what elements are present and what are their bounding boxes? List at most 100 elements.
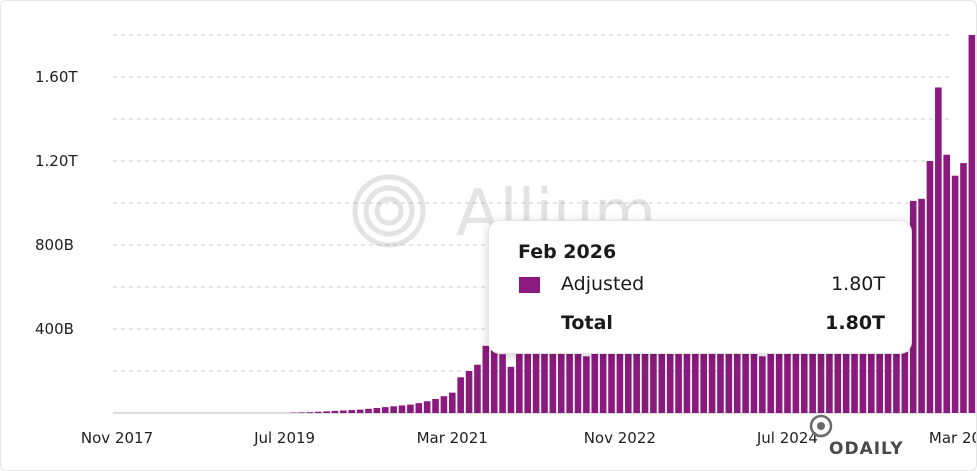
bar[interactable] (784, 352, 791, 413)
bar[interactable] (465, 371, 473, 413)
bar[interactable] (599, 352, 607, 413)
bar[interactable] (541, 352, 548, 413)
bar[interactable] (407, 404, 414, 413)
tooltip-title: Feb 2026 (518, 241, 617, 263)
bar[interactable] (633, 352, 640, 413)
bar[interactable] (842, 352, 850, 413)
bar[interactable] (390, 406, 397, 413)
bar[interactable] (516, 352, 523, 413)
bar[interactable] (331, 410, 339, 413)
bar[interactable] (725, 352, 733, 413)
bar[interactable] (834, 352, 842, 413)
bar[interactable] (926, 161, 934, 413)
y-axis-ticks: 400B 800B 1.20T 1.60T (35, 68, 78, 338)
bar[interactable] (775, 352, 783, 413)
bar[interactable] (851, 352, 858, 413)
bar[interactable] (884, 352, 892, 413)
bar[interactable] (708, 352, 716, 413)
bar[interactable] (800, 352, 808, 413)
bar[interactable] (951, 175, 959, 413)
tooltip-series-label: Adjusted (561, 273, 645, 295)
y-tick-label: 400B (35, 320, 74, 338)
bar[interactable] (809, 352, 816, 413)
bar[interactable] (876, 352, 883, 413)
bar[interactable] (532, 352, 540, 413)
bar-series-adjusted[interactable] (289, 35, 976, 414)
x-tick-label: Jul 2019 (253, 429, 315, 447)
y-tick-label: 800B (35, 236, 74, 254)
bar[interactable] (868, 352, 875, 413)
bar[interactable] (583, 356, 590, 413)
bar[interactable] (365, 408, 372, 413)
tooltip-total-value: 1.80T (825, 312, 885, 334)
bar[interactable] (566, 352, 573, 413)
bar[interactable] (666, 352, 674, 413)
bar[interactable] (641, 352, 649, 413)
bar[interactable] (893, 352, 900, 413)
bar[interactable] (918, 198, 925, 413)
x-tick-label: Mar 20 (929, 429, 976, 447)
bar[interactable] (398, 405, 406, 413)
bar[interactable] (742, 352, 749, 413)
bar[interactable] (449, 392, 456, 413)
bar[interactable] (901, 352, 909, 413)
bar[interactable] (474, 364, 481, 413)
bar[interactable] (658, 352, 666, 413)
bar[interactable] (457, 377, 464, 413)
bar[interactable] (692, 352, 699, 413)
bar[interactable] (591, 352, 599, 413)
bar[interactable] (482, 345, 490, 413)
bar[interactable] (700, 352, 707, 413)
x-tick-label: Nov 2017 (81, 429, 153, 447)
odaily-logo-icon (809, 414, 833, 438)
bar[interactable] (415, 403, 423, 413)
bar[interactable] (432, 398, 439, 413)
tooltip-total-label: Total (561, 312, 613, 334)
bar[interactable] (909, 200, 917, 413)
bar[interactable] (306, 412, 314, 413)
x-tick-label: Nov 2022 (584, 429, 656, 447)
bar[interactable] (935, 87, 942, 414)
bar[interactable] (323, 411, 330, 413)
bar[interactable] (767, 352, 775, 413)
bar[interactable] (314, 411, 322, 413)
bar[interactable] (507, 366, 515, 413)
bar[interactable] (524, 352, 532, 413)
bar[interactable] (792, 352, 800, 413)
bar[interactable] (943, 154, 951, 413)
bar[interactable] (759, 356, 766, 413)
bar[interactable] (574, 352, 582, 413)
bar[interactable] (423, 401, 431, 413)
y-tick-label: 1.20T (35, 152, 78, 170)
bar[interactable] (733, 352, 741, 413)
bar[interactable] (440, 396, 448, 413)
bar[interactable] (348, 410, 356, 413)
bar[interactable] (557, 352, 565, 413)
bar[interactable] (624, 352, 632, 413)
bar[interactable] (817, 352, 825, 413)
x-tick-label: Mar 2021 (417, 429, 488, 447)
bar[interactable] (750, 352, 758, 413)
data-tooltip: Feb 2026 Adjusted 1.80T Total 1.80T (488, 220, 912, 354)
bar[interactable] (490, 312, 498, 413)
bar[interactable] (381, 407, 389, 413)
tooltip-series-value: 1.80T (831, 273, 885, 295)
bar[interactable] (373, 407, 381, 413)
bar[interactable] (717, 352, 724, 413)
bar[interactable] (356, 409, 364, 413)
bar[interactable] (608, 352, 615, 413)
bar[interactable] (650, 352, 657, 413)
bar[interactable] (340, 410, 347, 413)
bar[interactable] (675, 352, 682, 413)
bar[interactable] (859, 352, 867, 413)
bar[interactable] (683, 352, 691, 413)
bar[interactable] (499, 354, 506, 413)
bar[interactable] (298, 412, 305, 413)
bar[interactable] (549, 352, 557, 413)
bar[interactable] (826, 352, 833, 413)
bar[interactable] (968, 35, 976, 413)
bar[interactable] (960, 163, 967, 413)
bar[interactable] (616, 352, 624, 413)
